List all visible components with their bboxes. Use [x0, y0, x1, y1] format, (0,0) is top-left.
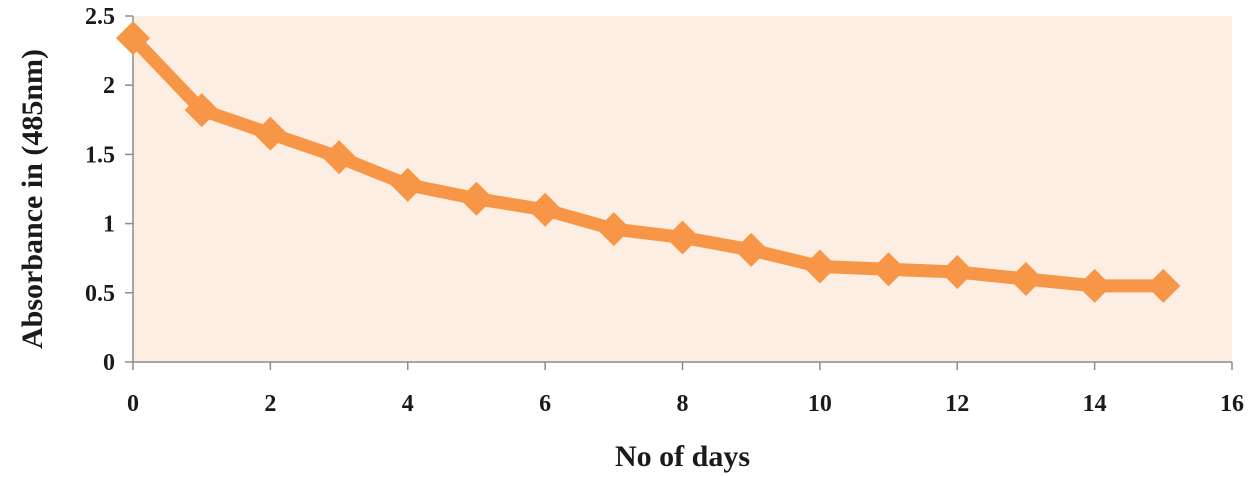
data-point-marker — [1008, 261, 1043, 296]
x-tick-label: 0 — [127, 391, 139, 417]
y-tick-label: 1 — [103, 212, 115, 238]
data-point-marker — [184, 93, 219, 128]
data-point-marker — [596, 212, 631, 247]
plot-area — [133, 16, 1232, 362]
x-axis: 0 2 4 6 8 10 12 14 16 — [127, 361, 1244, 417]
data-point-marker — [871, 252, 906, 287]
y-axis-title: Absorbance in (485nm) — [16, 49, 49, 349]
data-point-marker — [1077, 268, 1112, 303]
data-point-marker — [390, 167, 425, 202]
data-point-marker — [322, 140, 357, 175]
x-tick-label: 2 — [264, 391, 276, 417]
data-point-marker — [459, 181, 494, 216]
x-tick-label: 4 — [402, 391, 414, 417]
data-point-marker — [734, 232, 769, 267]
data-point-marker — [802, 249, 837, 284]
y-tick-label: 0.5 — [85, 281, 115, 307]
x-axis-title: No of days — [615, 440, 750, 473]
data-point-marker — [253, 116, 288, 151]
y-tick-label: 2.5 — [85, 4, 115, 30]
data-point-marker — [940, 255, 975, 290]
data-point-marker — [528, 192, 563, 227]
series-layer — [116, 21, 1181, 303]
y-tick-label: 0 — [103, 350, 115, 376]
series-line — [126, 31, 1170, 293]
data-point-marker — [665, 220, 700, 255]
x-tick-label: 14 — [1083, 391, 1107, 417]
y-tick-label: 1.5 — [85, 142, 115, 168]
x-tick-label: 12 — [945, 391, 969, 417]
data-point-marker — [1146, 268, 1181, 303]
x-tick-label: 16 — [1220, 391, 1244, 417]
x-tick-label: 10 — [808, 391, 832, 417]
data-point-marker — [116, 21, 150, 56]
y-tick-label: 2 — [103, 73, 115, 99]
x-tick-label: 6 — [539, 391, 551, 417]
y-axis: 0 0.5 1 1.5 2 2.5 — [85, 4, 134, 376]
x-tick-label: 8 — [677, 391, 689, 417]
